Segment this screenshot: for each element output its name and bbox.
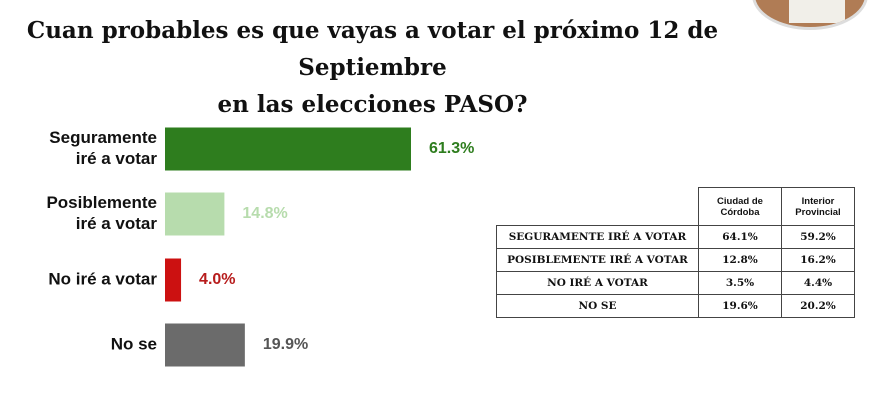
header-ciudad-line-1: Ciudad de	[717, 195, 763, 207]
header-interior-line-1: Interior	[801, 195, 835, 207]
category-label-2-0: No iré a votar	[48, 269, 157, 288]
bar-3	[165, 323, 245, 367]
bar-chart: Seguramente iré a votar 61.3% Posiblemente i…	[46, 127, 474, 367]
table-row: NO SE 19.6% 20.2%	[496, 294, 855, 318]
cell-ciudad: 64.1%	[698, 225, 782, 249]
presenter-avatar	[752, 0, 868, 30]
table-corner	[497, 188, 699, 226]
chart-title: Cuan probables es que vayas a votar el p…	[0, 12, 745, 123]
bar-2	[165, 258, 182, 302]
cell-interior: 20.2%	[781, 294, 855, 318]
category-label-1-0: Posiblemente	[46, 193, 157, 212]
table-row: SEGURAMENTE IRÉ A VOTAR 64.1% 59.2%	[496, 225, 855, 249]
chart-title-line-1: Cuan probables es que vayas a votar el p…	[26, 17, 719, 81]
cell-ciudad: 12.8%	[698, 248, 782, 272]
category-label-0-0: Seguramente	[49, 128, 157, 147]
row-label: NO IRÉ A VOTAR	[496, 271, 699, 295]
cell-ciudad: 19.6%	[698, 294, 782, 318]
results-table: Ciudad de Córdoba Interior Provincial SE…	[496, 187, 855, 318]
category-label-3-0: No se	[111, 334, 157, 353]
value-label-1: 14.8%	[242, 205, 287, 222]
cell-interior: 59.2%	[781, 225, 855, 249]
avatar-background	[789, 0, 845, 23]
header-interior-provincial: Interior Provincial	[781, 187, 855, 226]
header-ciudad-cordoba: Ciudad de Córdoba	[698, 187, 782, 226]
value-label-0: 61.3%	[429, 140, 474, 157]
row-label: SEGURAMENTE IRÉ A VOTAR	[496, 225, 699, 249]
bar-0	[165, 127, 411, 171]
cell-interior: 4.4%	[781, 271, 855, 295]
category-label-1-1: iré a votar	[76, 214, 158, 233]
chart-title-line-2: en las elecciones PASO?	[217, 91, 528, 118]
header-ciudad-line-2: Córdoba	[720, 206, 760, 218]
cell-interior: 16.2%	[781, 248, 855, 272]
value-label-2: 4.0%	[199, 271, 235, 288]
row-label: NO SE	[496, 294, 699, 318]
table-row: POSIBLEMENTE IRÉ A VOTAR 12.8% 16.2%	[496, 248, 855, 272]
cell-ciudad: 3.5%	[698, 271, 782, 295]
row-label: POSIBLEMENTE IRÉ A VOTAR	[496, 248, 699, 272]
bar-1	[165, 192, 225, 236]
table-row: NO IRÉ A VOTAR 3.5% 4.4%	[496, 271, 855, 295]
category-label-0-1: iré a votar	[76, 149, 158, 168]
value-label-3: 19.9%	[263, 336, 308, 353]
table-header-row: Ciudad de Córdoba Interior Provincial	[497, 187, 855, 226]
header-interior-line-2: Provincial	[795, 206, 841, 218]
